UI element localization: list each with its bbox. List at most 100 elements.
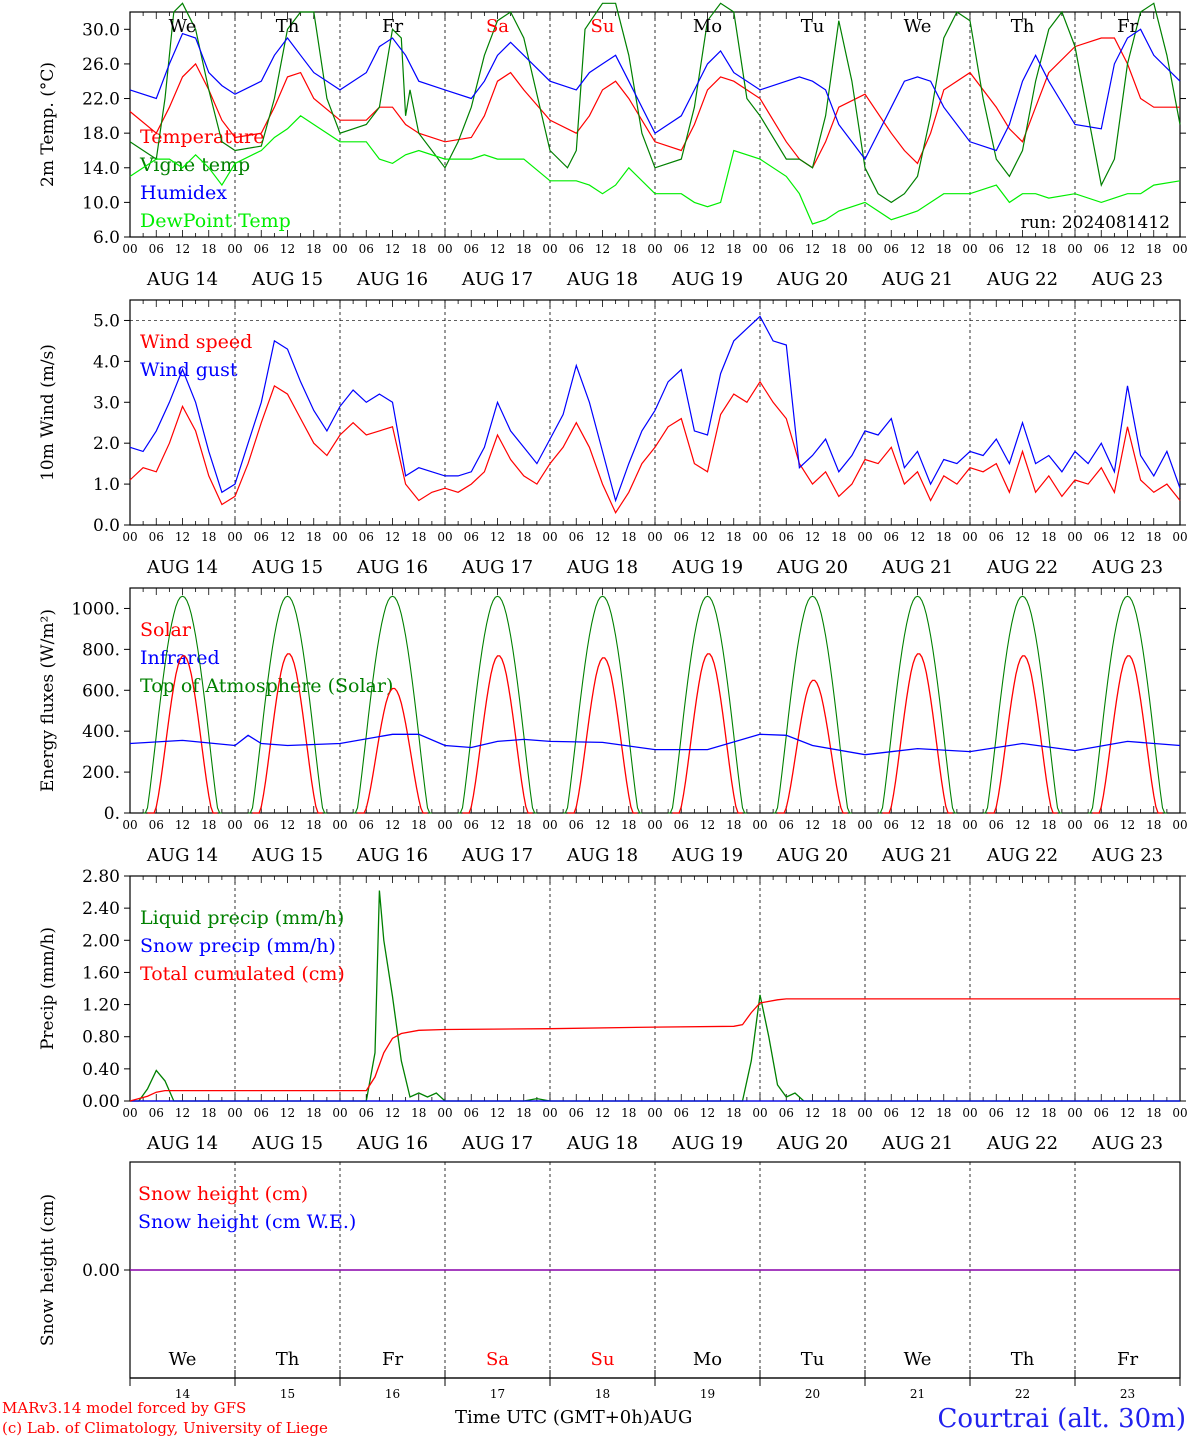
hour-label: 00 [857,242,872,256]
hour-label: 06 [884,818,899,832]
date-label: AUG 20 [776,845,848,866]
date-label: AUG 17 [461,845,533,866]
hour-label: 18 [831,242,846,256]
date-label: AUG 21 [881,1133,953,1154]
hour-label: 18 [1146,530,1161,544]
weekday-label: Fr [382,16,403,37]
legend-entry: Infrared [140,647,220,669]
hour-label: 12 [805,242,820,256]
hour-label: 18 [1041,530,1056,544]
hour-label: 00 [752,242,767,256]
solar-curve [1092,655,1163,814]
hour-label: 06 [569,1106,584,1120]
date-label: AUG 18 [566,557,638,578]
toa-solar-curve [143,595,222,814]
hour-label: 00 [332,1106,347,1120]
hour-label: 12 [805,530,820,544]
hour-label: 18 [1146,242,1161,256]
hour-label: 06 [884,1106,899,1120]
hour-label: 06 [149,242,164,256]
hour-label: 18 [726,818,741,832]
series-line-dewpoint-temp [129,115,1181,225]
date-label: AUG 16 [356,845,428,866]
hour-label: 12 [1120,818,1135,832]
hour-label: 12 [1120,242,1135,256]
date-label: AUG 20 [776,269,848,290]
hour-label: 06 [884,530,899,544]
hour-label: 06 [254,530,269,544]
hour-label: 06 [884,242,899,256]
hour-label: 12 [1120,530,1135,544]
weekday-label: Tu [801,1349,825,1370]
hour-label: 18 [936,818,951,832]
hour-label: 06 [464,242,479,256]
hour-label: 12 [280,1106,295,1120]
hour-label: 00 [1172,242,1187,256]
solar-curve [882,653,953,814]
day-number: 21 [910,1387,925,1401]
hour-label: 06 [149,1106,164,1120]
weekday-label: Mo [693,1349,722,1370]
date-label: AUG 19 [671,845,743,866]
date-label: AUG 21 [881,845,953,866]
hour-label: 12 [490,530,505,544]
hour-label: 00 [1067,242,1082,256]
hour-label: 18 [516,1106,531,1120]
y-tick-label: 18.0 [82,124,120,144]
model-credit: MARv3.14 model forced by GFS [2,1399,247,1417]
x-axis-title: Time UTC (GMT+0h)AUG [455,1407,692,1428]
weekday-label: Su [591,1349,615,1370]
hour-label: 06 [674,818,689,832]
station-name: Courtrai (alt. 30m) [937,1404,1187,1434]
hour-label: 00 [1172,818,1187,832]
hour-label: 12 [1015,1106,1030,1120]
day-number: 19 [700,1387,715,1401]
x-axis-month: AUG [649,1407,693,1428]
hour-label: 06 [464,818,479,832]
hour-label: 12 [805,818,820,832]
series-line-humidex [129,28,1181,161]
weekday-label: Tu [801,16,825,37]
hour-label: 06 [464,530,479,544]
y-tick-label: 600. [82,681,120,701]
hour-label: 00 [647,818,662,832]
weekday-label: We [904,16,932,37]
panel-frame [129,11,1181,238]
legend-entry: Liquid precip (mm/h) [140,907,344,929]
hour-label: 06 [569,242,584,256]
date-label: AUG 14 [146,557,218,578]
series-line-vigne-temp [129,2,1181,204]
solar-curve [252,653,323,814]
hour-label: 00 [542,242,557,256]
date-label: AUG 23 [1091,269,1163,290]
hour-label: 18 [936,242,951,256]
hour-label: 18 [726,242,741,256]
hour-label: 18 [621,242,636,256]
hour-label: 12 [595,818,610,832]
hour-label: 00 [437,1106,452,1120]
hour-label: 00 [227,1106,242,1120]
hour-label: 18 [201,1106,216,1120]
y-axis-label: 10m Wind (m/s) [38,344,58,481]
hour-label: 12 [910,818,925,832]
hour-label: 18 [516,242,531,256]
y-tick-label: 1.20 [82,996,120,1016]
hour-label: 00 [227,530,242,544]
date-label: AUG 16 [356,557,428,578]
y-tick-label: 400. [82,722,120,742]
hour-label: 18 [306,530,321,544]
weekday-label: We [904,1349,932,1370]
hour-label: 18 [831,1106,846,1120]
hour-label: 12 [1015,530,1030,544]
date-label: AUG 16 [356,1133,428,1154]
y-tick-label: 5.0 [93,311,120,331]
y-tick-label: 800. [82,640,120,660]
date-label: AUG 19 [671,1133,743,1154]
hour-label: 00 [542,530,557,544]
hour-label: 00 [542,818,557,832]
infrared-line [129,733,1181,756]
toa-solar-curve [983,595,1062,814]
hour-label: 12 [385,1106,400,1120]
